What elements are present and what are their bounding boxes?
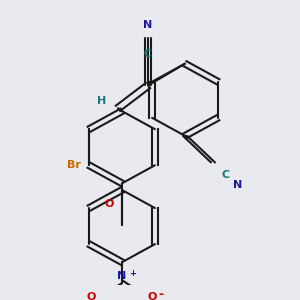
Text: N: N <box>233 179 242 190</box>
Text: N: N <box>143 20 153 30</box>
Text: C: C <box>221 170 229 180</box>
Text: O: O <box>148 292 158 300</box>
Text: +: + <box>129 269 136 278</box>
Text: C: C <box>144 49 152 59</box>
Text: O: O <box>105 199 114 209</box>
Text: O: O <box>87 292 96 300</box>
Text: H: H <box>97 96 106 106</box>
Text: Br: Br <box>67 160 81 170</box>
Text: N: N <box>117 271 127 281</box>
Text: -: - <box>158 288 163 300</box>
